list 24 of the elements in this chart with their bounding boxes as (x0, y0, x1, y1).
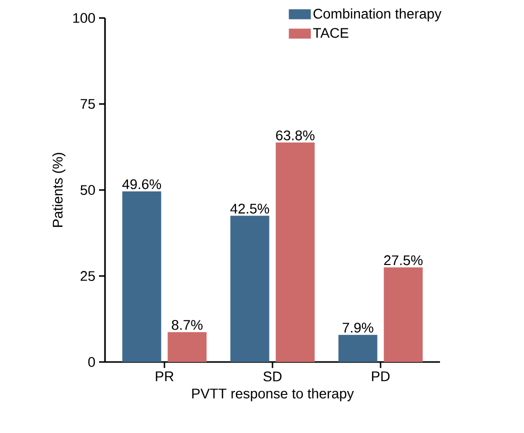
x-tick-label: PR (156, 372, 174, 382)
data-label: 8.7% (172, 320, 203, 330)
x-tick-label: SD (263, 372, 282, 382)
bar (384, 267, 423, 362)
y-tick-label: 0 (88, 357, 95, 367)
y-axis-title: Patients (%) (52, 152, 66, 227)
bar (338, 334, 378, 362)
data-label: 27.5% (384, 255, 423, 266)
bar (230, 216, 270, 362)
data-label: 49.6% (122, 179, 162, 190)
y-tick-label: 25 (80, 271, 95, 281)
x-tick-label: PD (372, 372, 390, 382)
data-label: 42.5% (230, 204, 270, 214)
y-tick-label: 100 (73, 13, 95, 23)
y-tick-label: 50 (80, 185, 95, 195)
data-label: 63.8% (276, 130, 314, 140)
y-tick-label: 75 (80, 99, 95, 109)
bar (168, 332, 207, 362)
data-label: 7.9% (342, 322, 374, 333)
bar (276, 142, 315, 362)
legend-label: Combination therapy (314, 8, 442, 22)
bar (122, 191, 162, 362)
x-axis-title: PVTT response to therapy (192, 388, 354, 402)
legend-label: TACE (313, 28, 348, 38)
